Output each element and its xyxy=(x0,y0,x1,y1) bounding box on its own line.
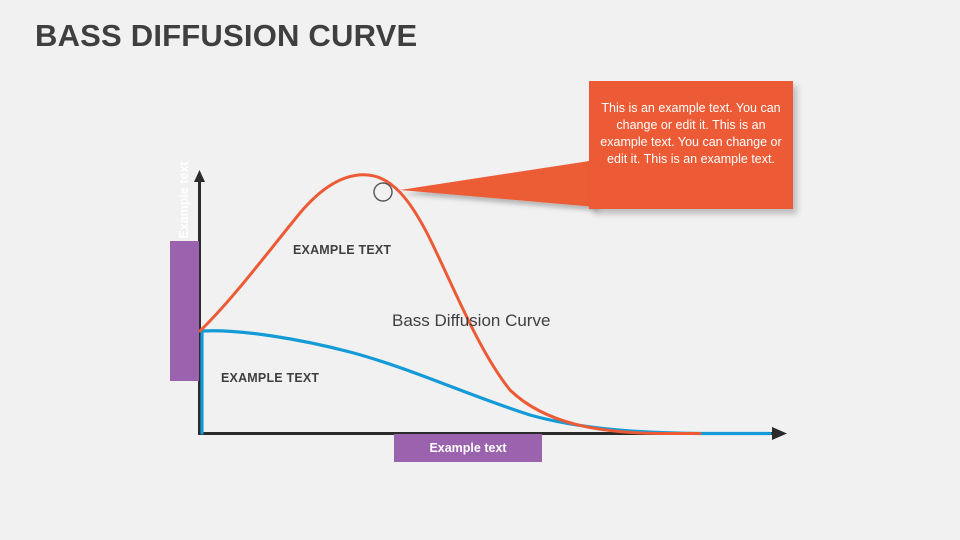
orange-curve xyxy=(198,173,702,435)
lower-curve-label: EXAMPLE TEXT xyxy=(221,371,320,385)
y-axis-label: Example text xyxy=(177,161,191,239)
callout-tail xyxy=(400,160,596,207)
y-axis-label-bar xyxy=(170,241,199,381)
callout-text: This is an example text. You can change … xyxy=(600,101,782,166)
x-axis-arrowhead xyxy=(772,427,787,440)
blue-curve xyxy=(200,329,772,436)
page-title: BASS DIFFUSION CURVE xyxy=(35,18,418,53)
orange-curve-marker[interactable] xyxy=(373,182,393,202)
x-axis-label: Example text xyxy=(429,441,507,455)
curve-name-label: Bass Diffusion Curve xyxy=(392,311,551,330)
x-axis-label-bar xyxy=(394,434,542,462)
callout-box[interactable]: This is an example text. You can change … xyxy=(589,81,793,209)
upper-curve-label: EXAMPLE TEXT xyxy=(293,243,392,257)
y-axis-arrowhead xyxy=(194,170,205,182)
